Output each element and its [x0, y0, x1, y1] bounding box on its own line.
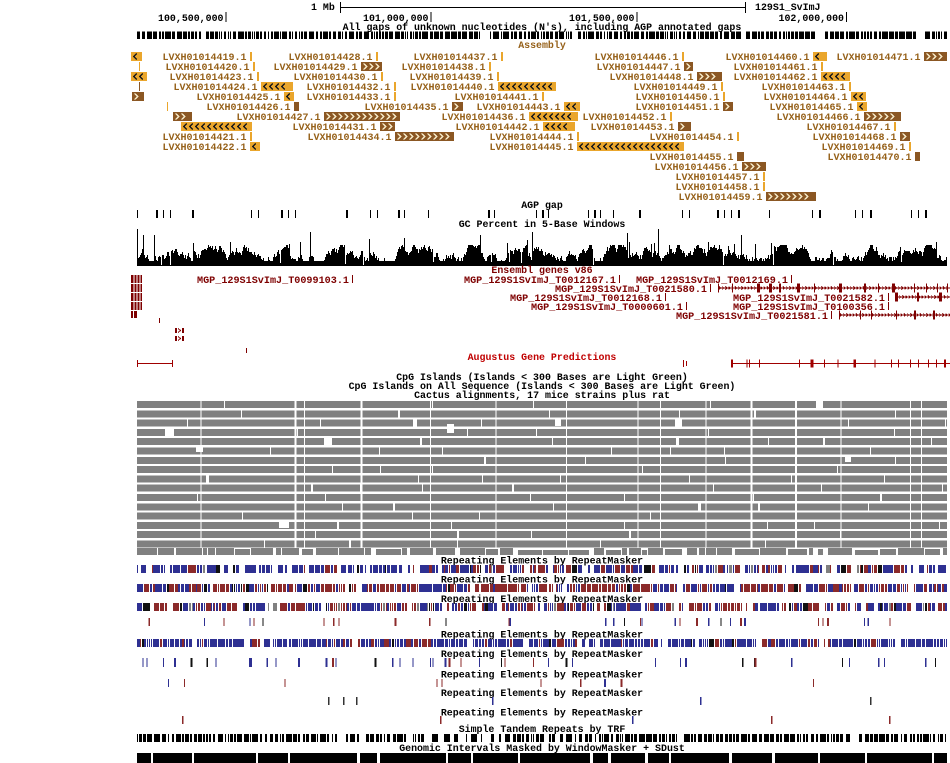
- svg-text:LVXH01014428.1: LVXH01014428.1: [289, 53, 373, 64]
- svg-text:LVXH01014453.1: LVXH01014453.1: [591, 123, 675, 134]
- svg-text:LVXH01014456.1: LVXH01014456.1: [655, 163, 739, 174]
- svg-text:Repeating Elements by RepeatMa: Repeating Elements by RepeatMasker: [441, 708, 643, 720]
- svg-text:Repeating Elements by RepeatMa: Repeating Elements by RepeatMasker: [441, 594, 643, 606]
- svg-text:LVXH01014429.1: LVXH01014429.1: [274, 63, 358, 74]
- svg-text:102,000,000: 102,000,000: [779, 14, 845, 25]
- svg-text:LVXH01014468.1: LVXH01014468.1: [813, 133, 897, 144]
- svg-text:LVXH01014424.1: LVXH01014424.1: [174, 83, 258, 94]
- svg-text:CpG Islands (Islands < 300 Bas: CpG Islands (Islands < 300 Bases are Lig…: [396, 372, 688, 384]
- svg-text:Repeating Elements by RepeatMa: Repeating Elements by RepeatMasker: [441, 649, 643, 661]
- svg-text:LVXH01014442.1: LVXH01014442.1: [456, 123, 540, 134]
- svg-text:All gaps of unknown nucleotide: All gaps of unknown nucleotides (N's), i…: [343, 22, 742, 34]
- svg-text:LVXH01014455.1: LVXH01014455.1: [650, 153, 734, 164]
- svg-text:LVXH01014460.1: LVXH01014460.1: [726, 53, 810, 64]
- svg-text:101,500,000: 101,500,000: [569, 14, 635, 25]
- svg-text:LVXH01014470.1: LVXH01014470.1: [828, 153, 912, 164]
- svg-text:LVXH01014434.1: LVXH01014434.1: [308, 133, 392, 144]
- svg-text:LVXH01014467.1: LVXH01014467.1: [807, 123, 891, 134]
- svg-text:Repeating Elements by RepeatMa: Repeating Elements by RepeatMasker: [441, 556, 643, 568]
- svg-text:LVXH01014438.1: LVXH01014438.1: [402, 63, 486, 74]
- svg-text:LVXH01014433.1: LVXH01014433.1: [307, 93, 391, 104]
- svg-text:LVXH01014447.1: LVXH01014447.1: [597, 63, 681, 74]
- svg-text:LVXH01014444.1: LVXH01014444.1: [490, 133, 574, 144]
- svg-text:LVXH01014425.1: LVXH01014425.1: [197, 93, 281, 104]
- svg-text:Simple Tandem Repeats by TRF: Simple Tandem Repeats by TRF: [459, 724, 626, 736]
- svg-text:LVXH01014471.1: LVXH01014471.1: [837, 53, 921, 64]
- svg-text:LVXH01014450.1: LVXH01014450.1: [636, 93, 720, 104]
- svg-text:MGP_129S1SvImJ_T0021582.1: MGP_129S1SvImJ_T0021582.1: [733, 294, 885, 305]
- svg-text:LVXH01014469.1: LVXH01014469.1: [822, 143, 906, 154]
- svg-text:LVXH01014426.1: LVXH01014426.1: [207, 103, 291, 114]
- svg-text:101,000,000: 101,000,000: [363, 14, 429, 25]
- svg-text:MGP_129S1SvImJ_T0100356.1: MGP_129S1SvImJ_T0100356.1: [733, 303, 885, 314]
- svg-text:LVXH01014462.1: LVXH01014462.1: [734, 73, 818, 84]
- svg-text:MGP_129S1SvImJ_T0099103.1: MGP_129S1SvImJ_T0099103.1: [197, 276, 349, 287]
- svg-text:Repeating Elements by RepeatMa: Repeating Elements by RepeatMasker: [441, 630, 643, 642]
- svg-text:LVXH01014465.1: LVXH01014465.1: [770, 103, 854, 114]
- svg-text:MGP_129S1SvImJ_T0012168.1: MGP_129S1SvImJ_T0012168.1: [510, 294, 662, 305]
- svg-text:MGP_129S1SvImJ_T0012169.1: MGP_129S1SvImJ_T0012169.1: [636, 276, 788, 287]
- svg-text:LVXH01014439.1: LVXH01014439.1: [410, 73, 494, 84]
- svg-text:AGP gap: AGP gap: [521, 201, 563, 212]
- svg-text:Repeating Elements by RepeatMa: Repeating Elements by RepeatMasker: [441, 688, 643, 700]
- svg-text:LVXH01014435.1: LVXH01014435.1: [365, 103, 449, 114]
- svg-text:LVXH01014463.1: LVXH01014463.1: [762, 83, 846, 94]
- svg-text:LVXH01014423.1: LVXH01014423.1: [170, 73, 254, 84]
- svg-text:LVXH01014459.1: LVXH01014459.1: [679, 193, 763, 204]
- svg-text:MGP_129S1SvImJ_T0021581.1: MGP_129S1SvImJ_T0021581.1: [676, 312, 828, 323]
- svg-text:Cactus alignments, 17 mice str: Cactus alignments, 17 mice strains plus …: [414, 390, 670, 402]
- svg-text:LVXH01014421.1: LVXH01014421.1: [163, 133, 247, 144]
- svg-text:LVXH01014464.1: LVXH01014464.1: [764, 93, 848, 104]
- svg-text:LVXH01014420.1: LVXH01014420.1: [166, 63, 250, 74]
- svg-text:GC Percent in 5-Base Windows: GC Percent in 5-Base Windows: [459, 219, 626, 231]
- svg-text:LVXH01014448.1: LVXH01014448.1: [610, 73, 694, 84]
- svg-text:LVXH01014440.1: LVXH01014440.1: [411, 83, 495, 94]
- svg-text:LVXH01014458.1: LVXH01014458.1: [676, 183, 760, 194]
- svg-text:LVXH01014449.1: LVXH01014449.1: [634, 83, 718, 94]
- svg-text:MGP_129S1SvImJ_T0000601.1: MGP_129S1SvImJ_T0000601.1: [531, 303, 683, 314]
- svg-text:Genomic Intervals Masked by Wi: Genomic Intervals Masked by WindowMasker…: [399, 743, 685, 755]
- svg-text:Ensembl genes v86: Ensembl genes v86: [491, 265, 592, 277]
- svg-text:LVXH01014419.1: LVXH01014419.1: [163, 53, 247, 64]
- svg-text:MGP_129S1SvImJ_T0021580.1: MGP_129S1SvImJ_T0021580.1: [555, 285, 707, 296]
- svg-text:LVXH01014454.1: LVXH01014454.1: [650, 133, 734, 144]
- svg-text:LVXH01014446.1: LVXH01014446.1: [595, 53, 679, 64]
- svg-text:LVXH01014466.1: LVXH01014466.1: [777, 113, 861, 124]
- svg-text:129S1_SvImJ: 129S1_SvImJ: [755, 3, 821, 14]
- svg-text:LVXH01014443.1: LVXH01014443.1: [477, 103, 561, 114]
- svg-text:MGP_129S1SvImJ_T0012167.1: MGP_129S1SvImJ_T0012167.1: [464, 276, 616, 287]
- svg-text:Repeating Elements by RepeatMa: Repeating Elements by RepeatMasker: [441, 575, 643, 587]
- svg-text:1 Mb: 1 Mb: [311, 2, 335, 14]
- svg-text:Repeating Elements by RepeatMa: Repeating Elements by RepeatMasker: [441, 670, 643, 682]
- svg-text:Augustus Gene Predictions: Augustus Gene Predictions: [468, 352, 617, 364]
- svg-text:LVXH01014436.1: LVXH01014436.1: [442, 113, 526, 124]
- svg-text:LVXH01014432.1: LVXH01014432.1: [307, 83, 391, 94]
- svg-text:LVXH01014441.1: LVXH01014441.1: [455, 93, 539, 104]
- svg-text:LVXH01014427.1: LVXH01014427.1: [237, 113, 321, 124]
- svg-text:LVXH01014452.1: LVXH01014452.1: [583, 113, 667, 124]
- svg-text:LVXH01014451.1: LVXH01014451.1: [636, 103, 720, 114]
- svg-text:LVXH01014437.1: LVXH01014437.1: [414, 53, 498, 64]
- svg-text:LVXH01014430.1: LVXH01014430.1: [294, 73, 378, 84]
- svg-text:LVXH01014422.1: LVXH01014422.1: [163, 143, 247, 154]
- svg-text:CpG Islands on All Sequence (I: CpG Islands on All Sequence (Islands < 3…: [349, 381, 736, 393]
- svg-text:LVXH01014457.1: LVXH01014457.1: [676, 173, 760, 184]
- svg-text:LVXH01014445.1: LVXH01014445.1: [490, 143, 574, 154]
- svg-text:100,500,000: 100,500,000: [158, 14, 224, 25]
- svg-text:LVXH01014461.1: LVXH01014461.1: [734, 63, 818, 74]
- svg-text:Assembly: Assembly: [518, 40, 566, 52]
- svg-text:LVXH01014431.1: LVXH01014431.1: [293, 123, 377, 134]
